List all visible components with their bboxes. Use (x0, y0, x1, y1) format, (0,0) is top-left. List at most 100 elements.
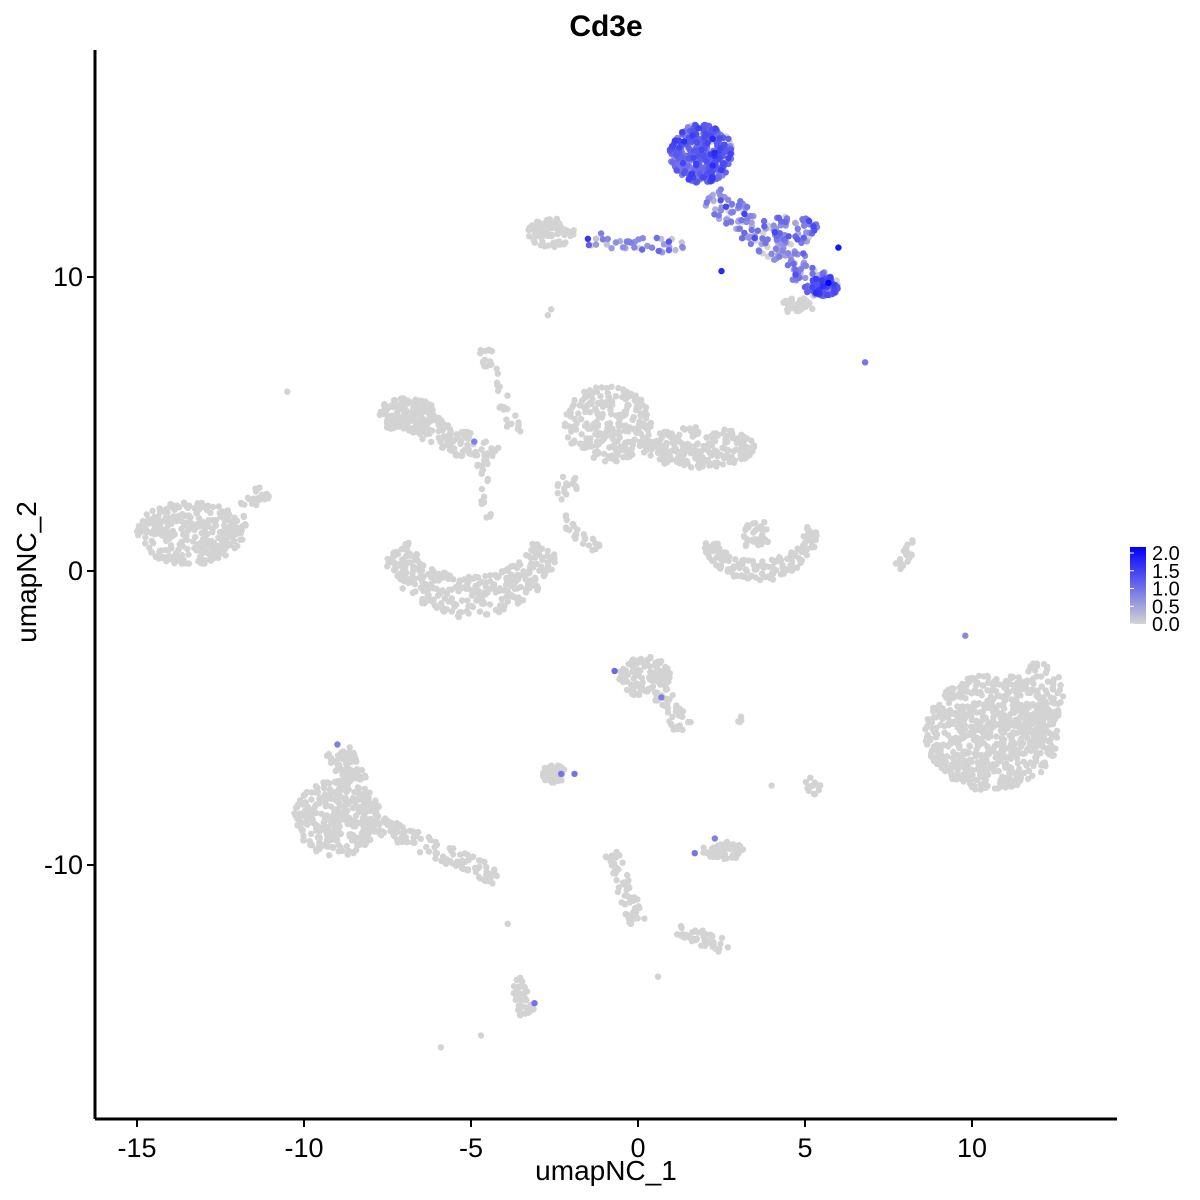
data-point (679, 243, 686, 251)
data-point (724, 568, 731, 575)
data-point (461, 446, 468, 454)
data-point (449, 860, 456, 867)
y-tick-label: -10 (44, 850, 83, 880)
data-point (716, 135, 723, 142)
data-point (671, 137, 679, 144)
data-point (325, 836, 332, 844)
data-point (178, 540, 185, 547)
data-point (568, 428, 575, 435)
data-point (961, 704, 968, 711)
data-point (623, 911, 631, 918)
data-point (544, 564, 551, 572)
data-point (738, 431, 745, 439)
data-point (1005, 688, 1012, 695)
data-point (594, 448, 601, 455)
data-point (522, 995, 529, 1002)
data-point (501, 602, 508, 609)
data-point (718, 267, 725, 275)
data-point (464, 867, 472, 874)
data-point (531, 1000, 538, 1007)
data-point (503, 574, 510, 582)
data-point (356, 835, 363, 843)
data-point (700, 174, 707, 181)
data-point (788, 557, 795, 564)
data-point (937, 721, 944, 728)
data-point (835, 244, 842, 251)
data-point (569, 520, 576, 528)
data-point (741, 210, 748, 218)
data-point (655, 247, 662, 255)
data-point (981, 775, 989, 782)
data-point (979, 765, 986, 772)
data-point (446, 446, 454, 454)
data-point (233, 517, 241, 525)
data-point (403, 547, 411, 554)
data-point (542, 228, 549, 235)
data-point (209, 529, 216, 536)
data-point (559, 240, 567, 248)
data-point (631, 244, 638, 251)
data-point (698, 146, 705, 153)
data-point (538, 554, 546, 561)
data-point (708, 557, 716, 564)
data-point (593, 438, 601, 445)
data-point (954, 693, 962, 700)
data-point (541, 221, 548, 228)
data-point (377, 829, 384, 836)
data-point (419, 435, 426, 443)
data-point (1031, 710, 1038, 717)
data-point (680, 169, 688, 177)
data-point (189, 538, 197, 545)
data-point (448, 436, 456, 443)
data-point (583, 390, 590, 398)
data-point (335, 780, 343, 787)
data-point (467, 430, 474, 437)
data-point (962, 683, 970, 690)
data-point (791, 250, 798, 257)
data-point (973, 689, 981, 697)
data-point (516, 598, 523, 605)
x-tick-label: -10 (284, 1133, 323, 1163)
data-point (1029, 737, 1036, 745)
data-point (965, 775, 972, 783)
data-point (741, 229, 748, 237)
data-point (582, 408, 589, 416)
data-point (219, 508, 226, 515)
data-point (663, 450, 670, 457)
data-point (1014, 679, 1021, 687)
data-point (610, 870, 617, 877)
data-point (554, 230, 561, 238)
data-point (191, 526, 198, 534)
data-point (173, 517, 181, 524)
data-point (353, 758, 360, 765)
color-legend-bar (1130, 547, 1146, 624)
data-point (494, 370, 501, 377)
data-point (457, 577, 464, 584)
data-point (984, 687, 991, 694)
data-point (390, 566, 398, 574)
data-point (323, 795, 331, 802)
data-point (598, 384, 605, 391)
data-point (580, 531, 587, 538)
data-point (975, 761, 982, 768)
data-point (1037, 768, 1045, 776)
data-point (1036, 720, 1043, 727)
data-point (203, 541, 210, 548)
data-point (1010, 703, 1017, 710)
data-point (344, 820, 351, 828)
data-point (906, 554, 913, 562)
data-point (704, 139, 711, 147)
data-point (802, 262, 809, 269)
data-point (224, 531, 232, 538)
data-point (460, 428, 467, 436)
data-point (638, 674, 645, 682)
data-point (330, 822, 337, 829)
data-point (312, 846, 320, 853)
data-point (340, 748, 347, 755)
data-point (669, 435, 677, 443)
data-point (570, 476, 578, 483)
data-point (612, 239, 620, 246)
data-point (522, 576, 529, 583)
data-point (944, 712, 952, 719)
data-point (922, 726, 929, 733)
